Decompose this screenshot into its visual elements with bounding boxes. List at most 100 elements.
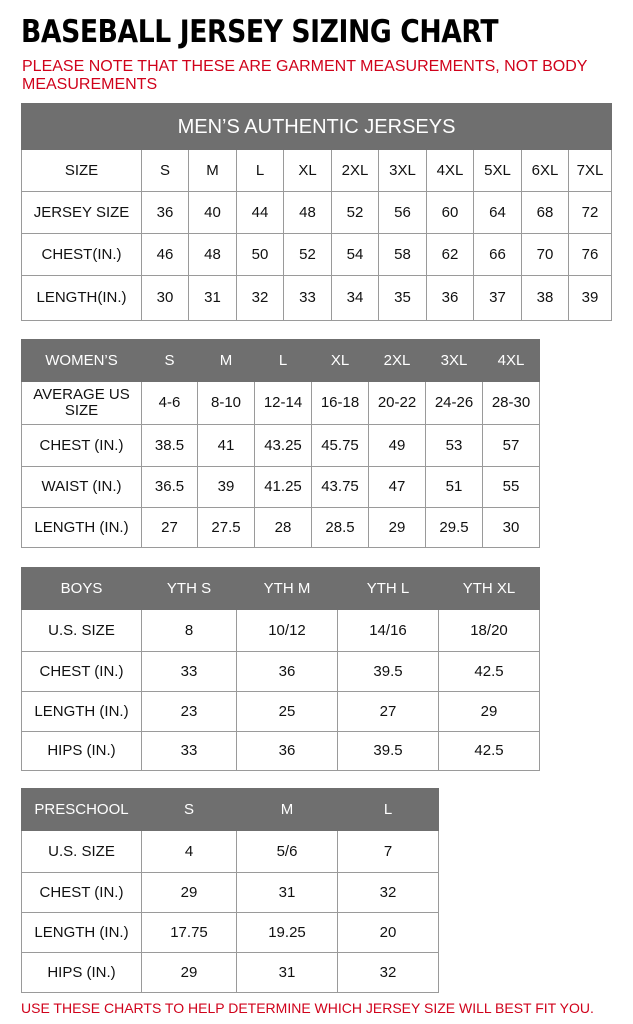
table-cell: L xyxy=(337,788,439,831)
table-cell: 28 xyxy=(254,507,312,548)
table-cell: 10/12 xyxy=(236,609,338,652)
table-cell: 12-14 xyxy=(254,381,312,425)
table-cell: 38 xyxy=(521,275,569,321)
table-cell: 19.25 xyxy=(236,912,338,953)
table-cell: 5XL xyxy=(473,149,522,192)
table-cell: 33 xyxy=(141,651,237,692)
row-label: JERSEY SIZE xyxy=(21,191,142,234)
table-cell: YTH XL xyxy=(438,567,540,610)
table-cell: 39.5 xyxy=(337,731,439,771)
table-cell: 4XL xyxy=(426,149,474,192)
table-cell: 42.5 xyxy=(438,651,540,692)
table-row: LENGTH (IN.) 17.75 19.25 20 xyxy=(21,912,439,953)
table-cell: 32 xyxy=(337,872,439,913)
table-cell: YTH M xyxy=(236,567,338,610)
table-cell: 68 xyxy=(521,191,569,234)
table-cell: 36 xyxy=(141,191,189,234)
table-header-row: PRESCHOOL S M L xyxy=(21,788,439,831)
table-cell: 33 xyxy=(141,731,237,771)
table-cell: 3XL xyxy=(425,339,483,382)
row-label: PRESCHOOL xyxy=(21,788,142,831)
table-cell: 58 xyxy=(378,233,427,276)
table-cell: 34 xyxy=(331,275,379,321)
table-cell: 36 xyxy=(236,651,338,692)
table-cell: S xyxy=(141,339,198,382)
table-cell: 16-18 xyxy=(311,381,369,425)
table-cell: 30 xyxy=(141,275,189,321)
table-cell: 55 xyxy=(482,466,540,508)
table-cell: 25 xyxy=(236,691,338,732)
row-label: WOMEN’S xyxy=(21,339,142,382)
table-row: CHEST (IN.) 29 31 32 xyxy=(21,872,439,913)
table-cell: 37 xyxy=(473,275,522,321)
table-cell: 39.5 xyxy=(337,651,439,692)
row-label: BOYS xyxy=(21,567,142,610)
table-cell: 18/20 xyxy=(438,609,540,652)
table-cell: 41 xyxy=(197,424,255,467)
table-cell: 28.5 xyxy=(311,507,369,548)
table-cell: 62 xyxy=(426,233,474,276)
table-row: CHEST (IN.) 38.5 41 43.25 45.75 49 53 57 xyxy=(21,424,540,467)
table-cell: 42.5 xyxy=(438,731,540,771)
table-cell: S xyxy=(141,788,237,831)
table-cell: 46 xyxy=(141,233,189,276)
table-cell: 30 xyxy=(482,507,540,548)
table-cell: 7 xyxy=(337,830,439,873)
table-cell: 52 xyxy=(331,191,379,234)
row-label: U.S. SIZE xyxy=(21,609,142,652)
table-cell: 43.25 xyxy=(254,424,312,467)
table-cell: 27 xyxy=(337,691,439,732)
table-cell: 29 xyxy=(438,691,540,732)
table-cell: 72 xyxy=(567,191,613,234)
table-cell: L xyxy=(236,149,284,192)
table-cell: 8-10 xyxy=(197,381,255,425)
table-caption: MEN’S AUTHENTIC JERSEYS xyxy=(20,103,613,150)
table-cell: 7XL xyxy=(567,149,613,192)
table-cell: 32 xyxy=(236,275,284,321)
table-cell: 20 xyxy=(337,912,439,953)
table-cell: S xyxy=(141,149,189,192)
table-row: HIPS (IN.) 29 31 32 xyxy=(21,952,439,993)
table-cell: XL xyxy=(311,339,369,382)
row-label: CHEST(IN.) xyxy=(21,233,142,276)
table-cell: XL xyxy=(283,149,332,192)
table-cell: 23 xyxy=(141,691,237,732)
table-cell: 6XL xyxy=(521,149,569,192)
table-cell: 66 xyxy=(473,233,522,276)
table-row: CHEST(IN.) 46 48 50 52 54 58 62 66 70 76 xyxy=(21,233,613,276)
table-cell: 48 xyxy=(188,233,237,276)
table-cell: L xyxy=(254,339,312,382)
table-cell: M xyxy=(197,339,255,382)
table-cell: 45.75 xyxy=(311,424,369,467)
table-cell: 35 xyxy=(378,275,427,321)
table-cell: 39 xyxy=(567,275,613,321)
table-cell: 29 xyxy=(141,952,237,993)
boys-size-table: BOYS YTH S YTH M YTH L YTH XL U.S. SIZE 8 10/12… xyxy=(21,567,540,771)
table-cell: 4XL xyxy=(482,339,540,382)
table-cell: 49 xyxy=(368,424,426,467)
row-label: HIPS (IN.) xyxy=(21,731,142,771)
table-cell: 5/6 xyxy=(236,830,338,873)
table-cell: 17.75 xyxy=(141,912,237,953)
row-label: CHEST (IN.) xyxy=(21,651,142,692)
table-row: LENGTH (IN.) 27 27.5 28 28.5 29 29.5 30 xyxy=(21,507,540,548)
table-cell: 47 xyxy=(368,466,426,508)
row-label: LENGTH (IN.) xyxy=(21,912,142,953)
table-cell: 50 xyxy=(236,233,284,276)
table-cell: 2XL xyxy=(368,339,426,382)
table-header-row: SIZE S M L XL 2XL 3XL 4XL 5XL 6XL 7XL xyxy=(21,149,613,192)
womens-size-table: WOMEN’S S M L XL 2XL 3XL 4XL AVERAGE US SIZE 4-6 8… xyxy=(21,339,540,548)
row-label: AVERAGE US SIZE xyxy=(21,381,142,425)
row-label: CHEST (IN.) xyxy=(21,872,142,913)
table-cell: 29 xyxy=(368,507,426,548)
table-cell: 76 xyxy=(567,233,613,276)
table-cell: 36.5 xyxy=(141,466,198,508)
table-cell: YTH S xyxy=(141,567,237,610)
table-cell: M xyxy=(236,788,338,831)
row-label: LENGTH (IN.) xyxy=(21,691,142,732)
measurement-note: PLEASE NOTE THAT THESE ARE GARMENT MEASU… xyxy=(22,58,588,93)
table-cell: 36 xyxy=(236,731,338,771)
table-cell: 20-22 xyxy=(368,381,426,425)
table-cell: M xyxy=(188,149,237,192)
row-label: LENGTH(IN.) xyxy=(21,275,142,321)
